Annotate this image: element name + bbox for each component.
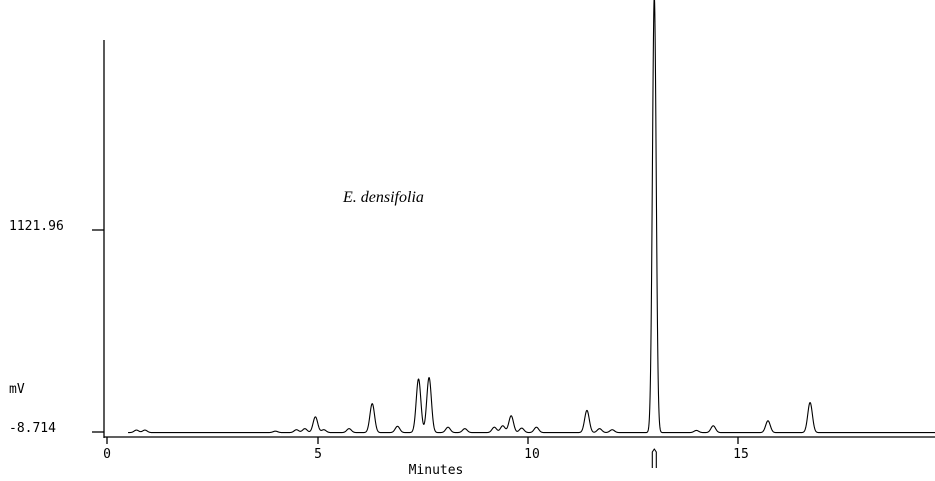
y-axis-unit-label: mV — [9, 382, 25, 397]
sample-annotation: E. densifolia — [342, 189, 424, 206]
y-tick-label-1121: 1121.96 — [9, 219, 64, 234]
peak-marker — [651, 448, 657, 468]
x-tick-label-5: 5 — [314, 447, 322, 462]
signal-trace — [127, 0, 935, 434]
x-tick-label-0: 0 — [103, 447, 111, 462]
x-tick-label-10: 10 — [524, 447, 540, 462]
y-tick-label-neg8: -8.714 — [9, 421, 56, 436]
x-axis-title: Minutes — [409, 463, 464, 478]
x-tick-label-15: 15 — [733, 447, 749, 462]
